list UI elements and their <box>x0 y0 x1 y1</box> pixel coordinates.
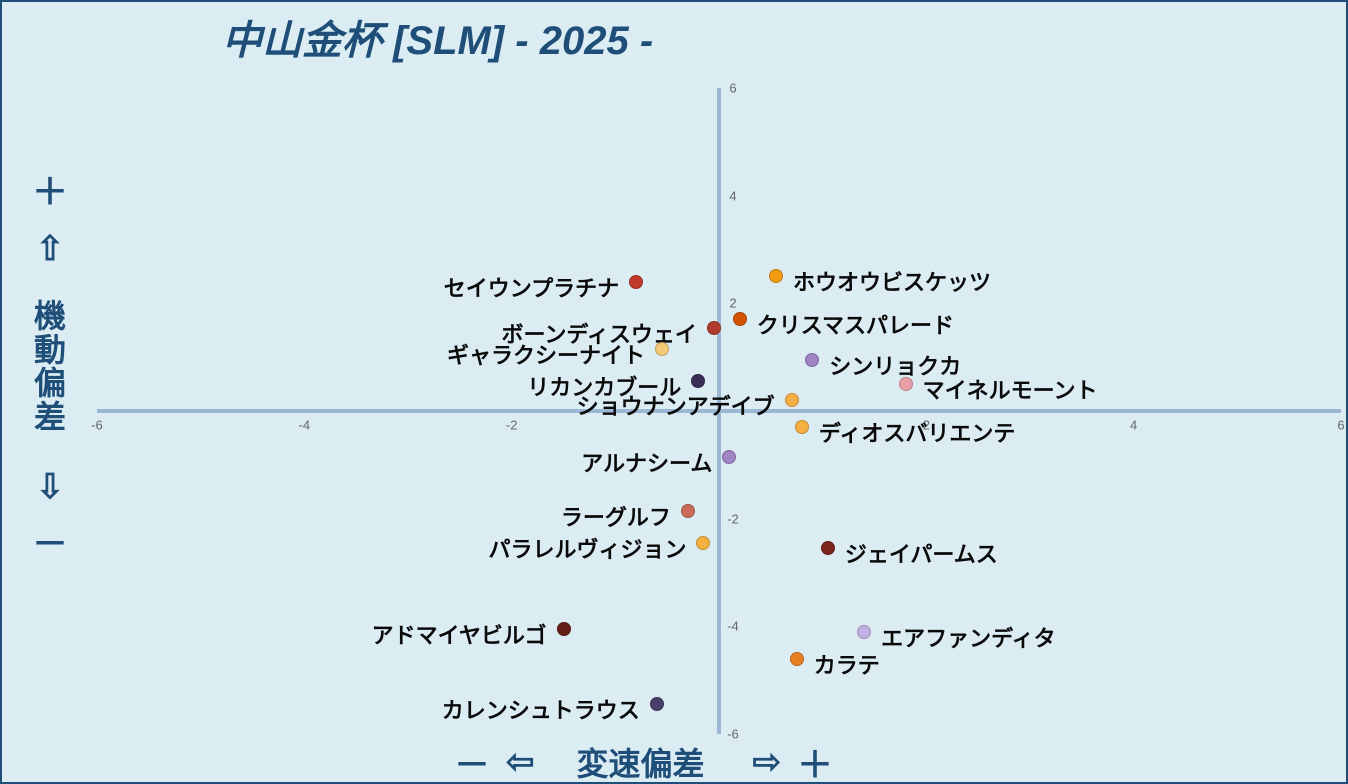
y-axis-title: ＋ ⇧ 機動偏差 ⇩ － <box>32 174 68 562</box>
data-point-label: ジェイパームス <box>845 537 998 569</box>
data-point-label: カレンシュトラウス <box>442 693 640 725</box>
data-point <box>769 269 783 283</box>
data-point <box>650 697 664 711</box>
data-point <box>790 652 804 666</box>
data-point-label: カラテ <box>814 648 880 680</box>
y-tick-label: -6 <box>727 727 739 742</box>
data-point <box>899 377 913 391</box>
data-point-label: クリスマスパレード <box>757 308 954 340</box>
y-tick-label: 4 <box>729 188 736 203</box>
y-tick-label: 2 <box>729 296 736 311</box>
arrow-left-icon: ⇦ <box>506 742 535 782</box>
data-point <box>805 353 819 367</box>
data-point <box>722 450 736 464</box>
data-point <box>795 420 809 434</box>
data-point <box>733 312 747 326</box>
x-tick-label: -6 <box>91 418 103 433</box>
data-point-label: ディオスバリエンテ <box>819 416 1015 448</box>
data-point-label: パラレルヴィジョン <box>488 532 686 564</box>
arrow-right-icon: ⇨ <box>753 742 782 782</box>
data-point-label: アドマイヤビルゴ <box>372 618 547 650</box>
data-point-label: マイネルモーント <box>923 373 1098 405</box>
data-point-label: ショウナンアデイブ <box>577 389 775 421</box>
chart-root: 中山金杯 [SLM] - 2025 - ＋ ⇧ 機動偏差 ⇩ － － ⇦ 変速偏… <box>0 0 1348 784</box>
chart-title: 中山金杯 [SLM] - 2025 - <box>222 8 653 66</box>
y-axis-minus: － <box>32 526 68 562</box>
data-point <box>691 374 705 388</box>
x-tick-label: 6 <box>1337 418 1344 433</box>
data-point <box>821 541 835 555</box>
x-tick-label: 4 <box>1130 418 1137 433</box>
data-point <box>696 536 710 550</box>
y-axis-label: 機動偏差 <box>34 300 66 434</box>
data-point-label: アルナシーム <box>581 446 712 478</box>
data-point-label: ラーグルフ <box>561 500 671 532</box>
arrow-down-icon: ⇩ <box>36 470 65 504</box>
y-tick-label: -2 <box>727 511 739 526</box>
data-point <box>655 342 669 356</box>
data-point-label: セイウンプラチナ <box>444 271 619 303</box>
x-axis-label: 変速偏差 <box>577 739 705 784</box>
y-tick-label: 6 <box>729 81 736 96</box>
x-tick-label: -4 <box>299 418 311 433</box>
data-point <box>857 625 871 639</box>
x-axis-title: － ⇦ 変速偏差 ⇨ ＋ <box>454 736 833 784</box>
data-point <box>707 321 721 335</box>
x-axis-plus: ＋ <box>797 736 833 784</box>
data-point-label: ギャラクシーナイト <box>447 338 645 370</box>
x-axis-minus: － <box>454 736 490 784</box>
plot-area: -6-4-2246-6-4-2246セイウンプラチナボーンディスウェイギャラクシ… <box>97 88 1341 734</box>
data-point <box>629 275 643 289</box>
data-point <box>681 504 695 518</box>
data-point-label: ホウオウビスケッツ <box>793 265 991 297</box>
data-point-label: エアファンディタ <box>881 621 1055 653</box>
data-point <box>785 393 799 407</box>
y-tick-label: -4 <box>727 619 739 634</box>
arrow-up-icon: ⇧ <box>36 232 65 266</box>
y-axis-plus: ＋ <box>32 174 68 210</box>
data-point <box>557 622 571 636</box>
x-tick-label: -2 <box>506 418 518 433</box>
